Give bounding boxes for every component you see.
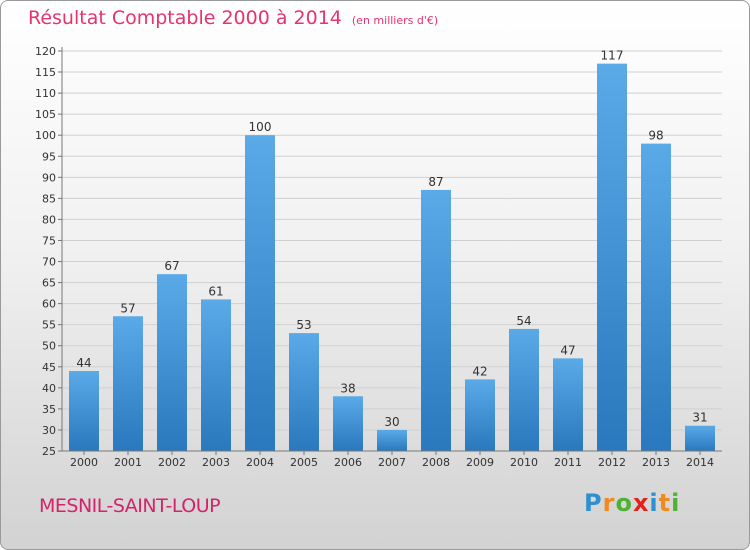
bar: [597, 63, 627, 451]
y-tick-label: 110: [35, 87, 56, 100]
data-label: 38: [340, 381, 355, 395]
x-tick-label: 2014: [686, 456, 714, 469]
title-row: Résultat Comptable 2000 à 2014 (en millie…: [28, 7, 438, 29]
x-tick-label: 2001: [114, 456, 142, 469]
x-tick-label: 2007: [378, 456, 406, 469]
x-tick-label: 2009: [466, 456, 494, 469]
data-label: 44: [76, 356, 91, 370]
logo-letter: i: [671, 489, 681, 517]
logo-letter: o: [615, 489, 633, 517]
data-label: 31: [692, 411, 707, 425]
logo-letter: x: [632, 489, 650, 517]
bar: [421, 189, 451, 451]
x-tick-label: 2010: [510, 456, 538, 469]
data-label: 54: [516, 314, 531, 328]
y-tick-label: 30: [42, 424, 56, 437]
x-tick-label: 2008: [422, 456, 450, 469]
bar: [289, 333, 319, 451]
data-label: 117: [601, 49, 624, 63]
y-tick-label: 55: [42, 319, 56, 332]
bar: [69, 371, 99, 451]
y-tick-label: 70: [42, 256, 56, 269]
bar: [685, 425, 715, 451]
y-tick-label: 25: [42, 445, 56, 458]
chart-title: Résultat Comptable 2000 à 2014: [28, 7, 342, 29]
data-label: 53: [296, 318, 311, 332]
data-label: 61: [208, 284, 223, 298]
y-tick-label: 115: [35, 66, 56, 79]
x-tick-label: 2002: [158, 456, 186, 469]
x-tick-label: 2005: [290, 456, 318, 469]
y-tick-label: 65: [42, 277, 56, 290]
data-label: 100: [249, 120, 272, 134]
data-label: 57: [120, 301, 135, 315]
bar: [245, 135, 275, 452]
data-label: 47: [560, 343, 575, 357]
bar: [377, 429, 407, 451]
y-tick-label: 85: [42, 192, 56, 205]
proxiti-logo: Proxiti: [584, 489, 680, 517]
bar: [553, 358, 583, 451]
bar: [333, 396, 363, 451]
y-tick-label: 40: [42, 382, 56, 395]
chart-subtitle: (en milliers d'€): [351, 14, 439, 27]
y-tick-label: 75: [42, 234, 56, 247]
bar: [113, 316, 143, 451]
x-tick-label: 2012: [598, 456, 626, 469]
y-tick-label: 105: [35, 108, 56, 121]
bar: [201, 299, 231, 451]
y-tick-label: 35: [42, 403, 56, 416]
y-tick-label: 80: [42, 213, 56, 226]
y-tick-label: 60: [42, 298, 56, 311]
bar: [157, 274, 187, 451]
y-tick-label: 95: [42, 150, 56, 163]
y-tick-label: 45: [42, 361, 56, 374]
bar: [641, 143, 671, 451]
logo-letter: i: [649, 489, 659, 517]
y-tick-label: 100: [35, 129, 56, 142]
x-tick-label: 2006: [334, 456, 362, 469]
x-tick-label: 2000: [70, 456, 98, 469]
data-label: 30: [384, 415, 399, 429]
bar: [509, 328, 539, 451]
logo-letter: r: [602, 489, 616, 517]
logo-letter: t: [658, 489, 672, 517]
x-tick-label: 2004: [246, 456, 274, 469]
data-label: 42: [472, 364, 487, 378]
data-label: 87: [428, 175, 443, 189]
logo-letter: P: [584, 489, 603, 517]
x-tick-label: 2011: [554, 456, 582, 469]
data-label: 98: [648, 129, 663, 143]
y-tick-label: 90: [42, 171, 56, 184]
y-tick-label: 120: [35, 45, 56, 58]
data-label: 67: [164, 259, 179, 273]
x-tick-label: 2013: [642, 456, 670, 469]
bar: [465, 379, 495, 451]
y-tick-label: 50: [42, 340, 56, 353]
commune-name: MESNIL-SAINT-LOUP: [39, 495, 221, 517]
x-tick-label: 2003: [202, 456, 230, 469]
